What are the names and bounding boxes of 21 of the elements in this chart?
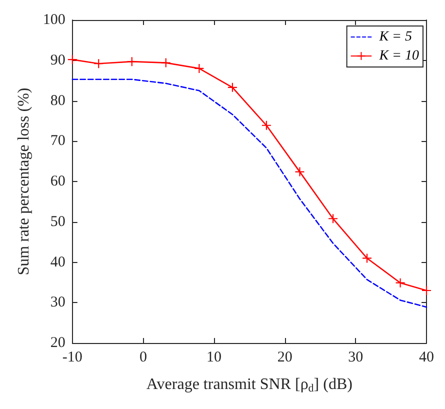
- legend-label: K = 5: [378, 30, 412, 44]
- line-series: [72, 78, 428, 308]
- y-axis-title: Sum rate percentage loss (%): [16, 88, 32, 276]
- point: [295, 167, 304, 176]
- y-tick-label: 100: [42, 12, 66, 28]
- point: [362, 254, 372, 263]
- x-tick-label: -10: [62, 350, 82, 366]
- x-tick-label: 10: [206, 350, 222, 366]
- y-tick-label: 50: [50, 214, 66, 230]
- y-tick-label: 60: [50, 174, 66, 190]
- legend-label: K = 10: [378, 48, 420, 64]
- y-tick-label: 40: [50, 254, 66, 270]
- y-tick-label: 30: [50, 294, 66, 311]
- x-tick-label: 40: [419, 350, 434, 366]
- y-tick-label: 70: [50, 133, 66, 150]
- y-tick-label: 20: [50, 335, 66, 351]
- y-tick-label: 90: [50, 52, 66, 68]
- y-tick-label: 80: [50, 92, 66, 109]
- x-tick-label: 20: [277, 350, 292, 366]
- x-tick-label: 30: [348, 350, 364, 366]
- x-tick-label: 0: [139, 350, 147, 366]
